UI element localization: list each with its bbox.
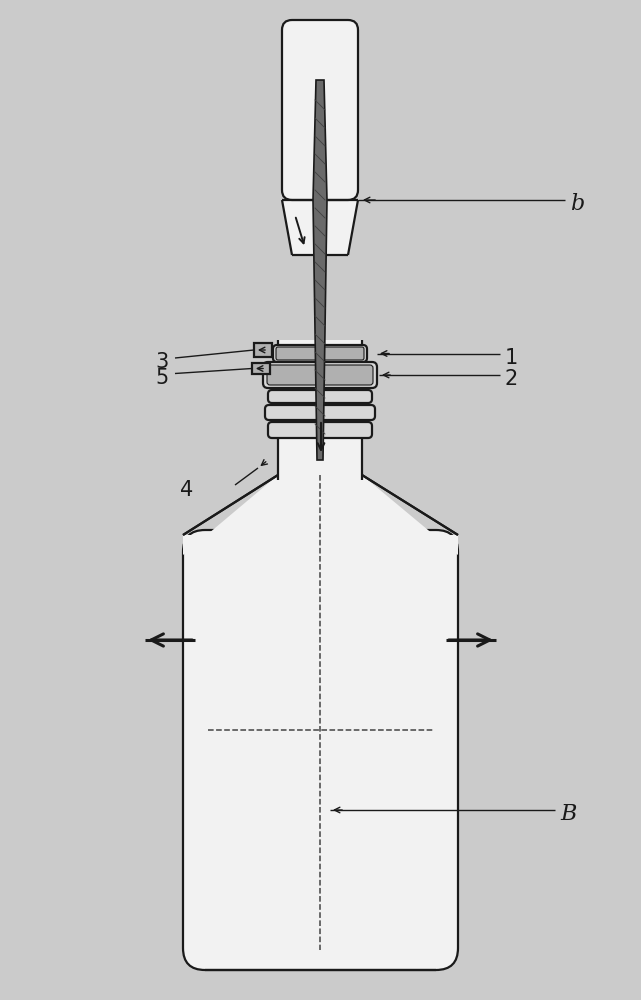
Bar xyxy=(252,363,270,374)
Text: 5: 5 xyxy=(155,367,168,387)
FancyBboxPatch shape xyxy=(282,20,358,200)
Polygon shape xyxy=(313,80,327,460)
Polygon shape xyxy=(183,475,458,555)
Text: 4: 4 xyxy=(180,480,193,500)
FancyBboxPatch shape xyxy=(265,405,375,420)
FancyBboxPatch shape xyxy=(273,345,367,362)
FancyBboxPatch shape xyxy=(268,422,372,438)
FancyBboxPatch shape xyxy=(276,347,364,360)
Text: 2: 2 xyxy=(505,369,519,389)
Text: 1: 1 xyxy=(505,348,519,367)
FancyBboxPatch shape xyxy=(268,390,372,403)
Text: 3: 3 xyxy=(155,352,168,372)
FancyBboxPatch shape xyxy=(267,365,373,385)
Text: b: b xyxy=(570,193,584,215)
FancyBboxPatch shape xyxy=(183,530,458,970)
Polygon shape xyxy=(282,200,358,255)
Bar xyxy=(278,340,362,480)
FancyBboxPatch shape xyxy=(263,362,377,388)
Text: B: B xyxy=(560,803,576,825)
Bar xyxy=(254,343,272,357)
